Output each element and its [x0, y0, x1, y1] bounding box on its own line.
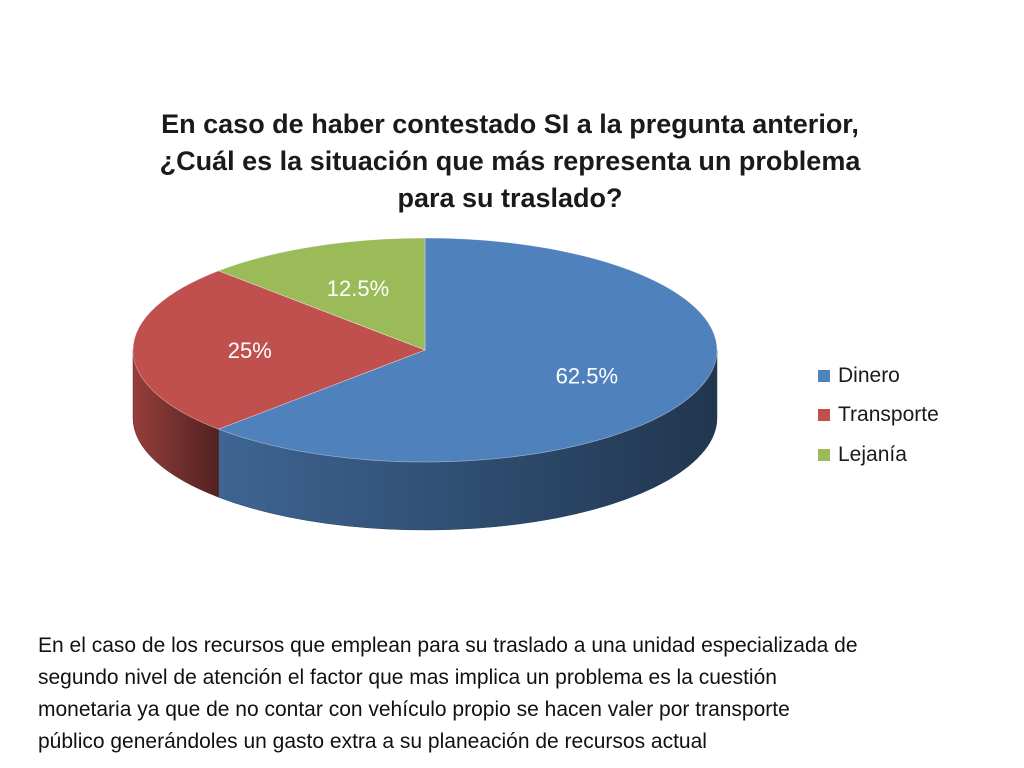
data-label-dinero: 62.5%: [556, 364, 618, 389]
legend-swatch: [818, 448, 830, 461]
chart-title-line: En caso de haber contestado SI a la preg…: [161, 109, 859, 139]
legend-item-lejania: Lejanía: [818, 435, 939, 475]
caption-line: monetaria ya que de no contar con vehícu…: [38, 698, 790, 721]
chart-title-line: ¿Cuál es la situación que más representa…: [159, 146, 861, 176]
chart-title-line: para su traslado?: [397, 183, 623, 213]
legend-swatch: [818, 409, 830, 422]
legend-item-transporte: Transporte: [818, 396, 939, 436]
legend-label: Transporte: [838, 403, 939, 427]
caption-line: segundo nivel de atención el factor que …: [38, 666, 777, 689]
legend-label: Dinero: [838, 363, 900, 387]
pie-slice-transporte: [132, 270, 426, 430]
pie-slice-lejanía: [217, 237, 426, 351]
caption-line: público generándoles un gasto extra a su…: [38, 730, 707, 753]
data-label-transporte: 25%: [228, 338, 272, 363]
chart-title: En caso de haber contestado SI a la preg…: [130, 106, 890, 217]
legend-label: Lejanía: [838, 442, 907, 466]
legend-swatch: [818, 369, 830, 382]
data-label-lejanía: 12.5%: [327, 276, 389, 301]
caption-line: En el caso de los recursos que emplean p…: [38, 634, 858, 657]
legend: Dinero Transporte Lejanía: [818, 356, 939, 475]
legend-item-dinero: Dinero: [818, 356, 939, 396]
caption-text: En el caso de los recursos que emplean p…: [38, 630, 988, 758]
pie-slice-dinero: [217, 237, 718, 463]
